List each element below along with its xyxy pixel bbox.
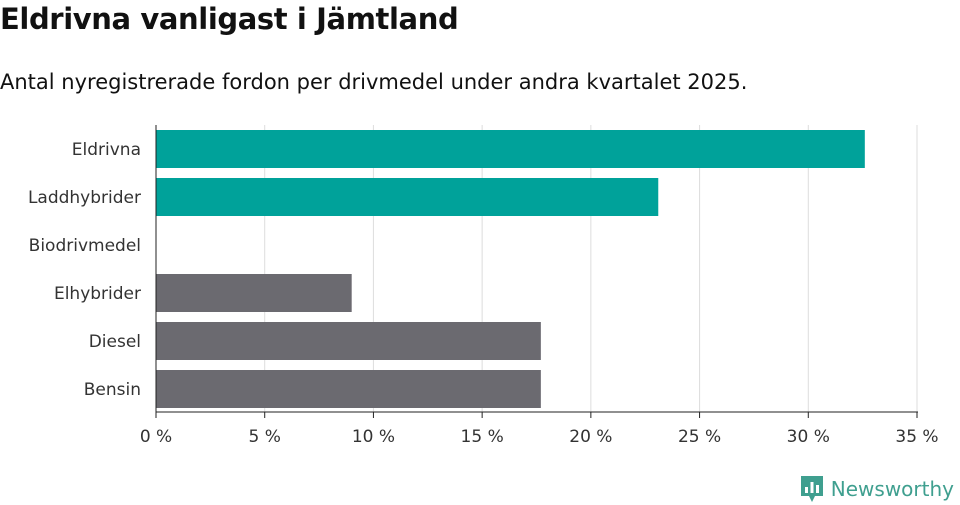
x-tick-label: 30 % — [787, 427, 830, 447]
x-tick-label: 25 % — [678, 427, 721, 447]
category-label: Elhybrider — [54, 284, 141, 304]
x-tick-label: 0 % — [140, 427, 172, 447]
brand-logo: Newsworthy — [799, 474, 954, 504]
x-tick-label: 5 % — [249, 427, 281, 447]
bar — [156, 178, 659, 216]
bar-chart: Eldrivna Laddhybrider Biodrivmedel Elhybrid… — [28, 125, 939, 447]
brand-name: Newsworthy — [830, 477, 954, 501]
x-axis: 0 % 5 % 10 % 15 % 20 % 25 % 30 % 35 % — [140, 125, 939, 447]
grid-lines — [264, 125, 918, 412]
newsworthy-logo-icon — [800, 476, 823, 502]
x-tick-label: 10 % — [352, 427, 395, 447]
bar — [156, 370, 541, 408]
category-label: Bensin — [84, 380, 141, 400]
x-tick-label: 15 % — [461, 427, 504, 447]
category-labels: Eldrivna Laddhybrider Biodrivmedel Elhybrid… — [28, 140, 141, 400]
category-label: Laddhybrider — [28, 188, 141, 208]
x-tick-label: 20 % — [569, 427, 612, 447]
chart-subtitle: Antal nyregistrerade fordon per drivmede… — [0, 70, 748, 94]
x-tick-label: 35 % — [895, 427, 938, 447]
category-label: Diesel — [89, 332, 141, 352]
bar — [156, 274, 352, 312]
bars — [156, 130, 865, 408]
bar — [156, 130, 865, 168]
category-label: Biodrivmedel — [29, 236, 141, 256]
chart-title: Eldrivna vanligast i Jämtland — [0, 2, 459, 36]
category-label: Eldrivna — [72, 140, 141, 160]
bar — [156, 322, 541, 360]
